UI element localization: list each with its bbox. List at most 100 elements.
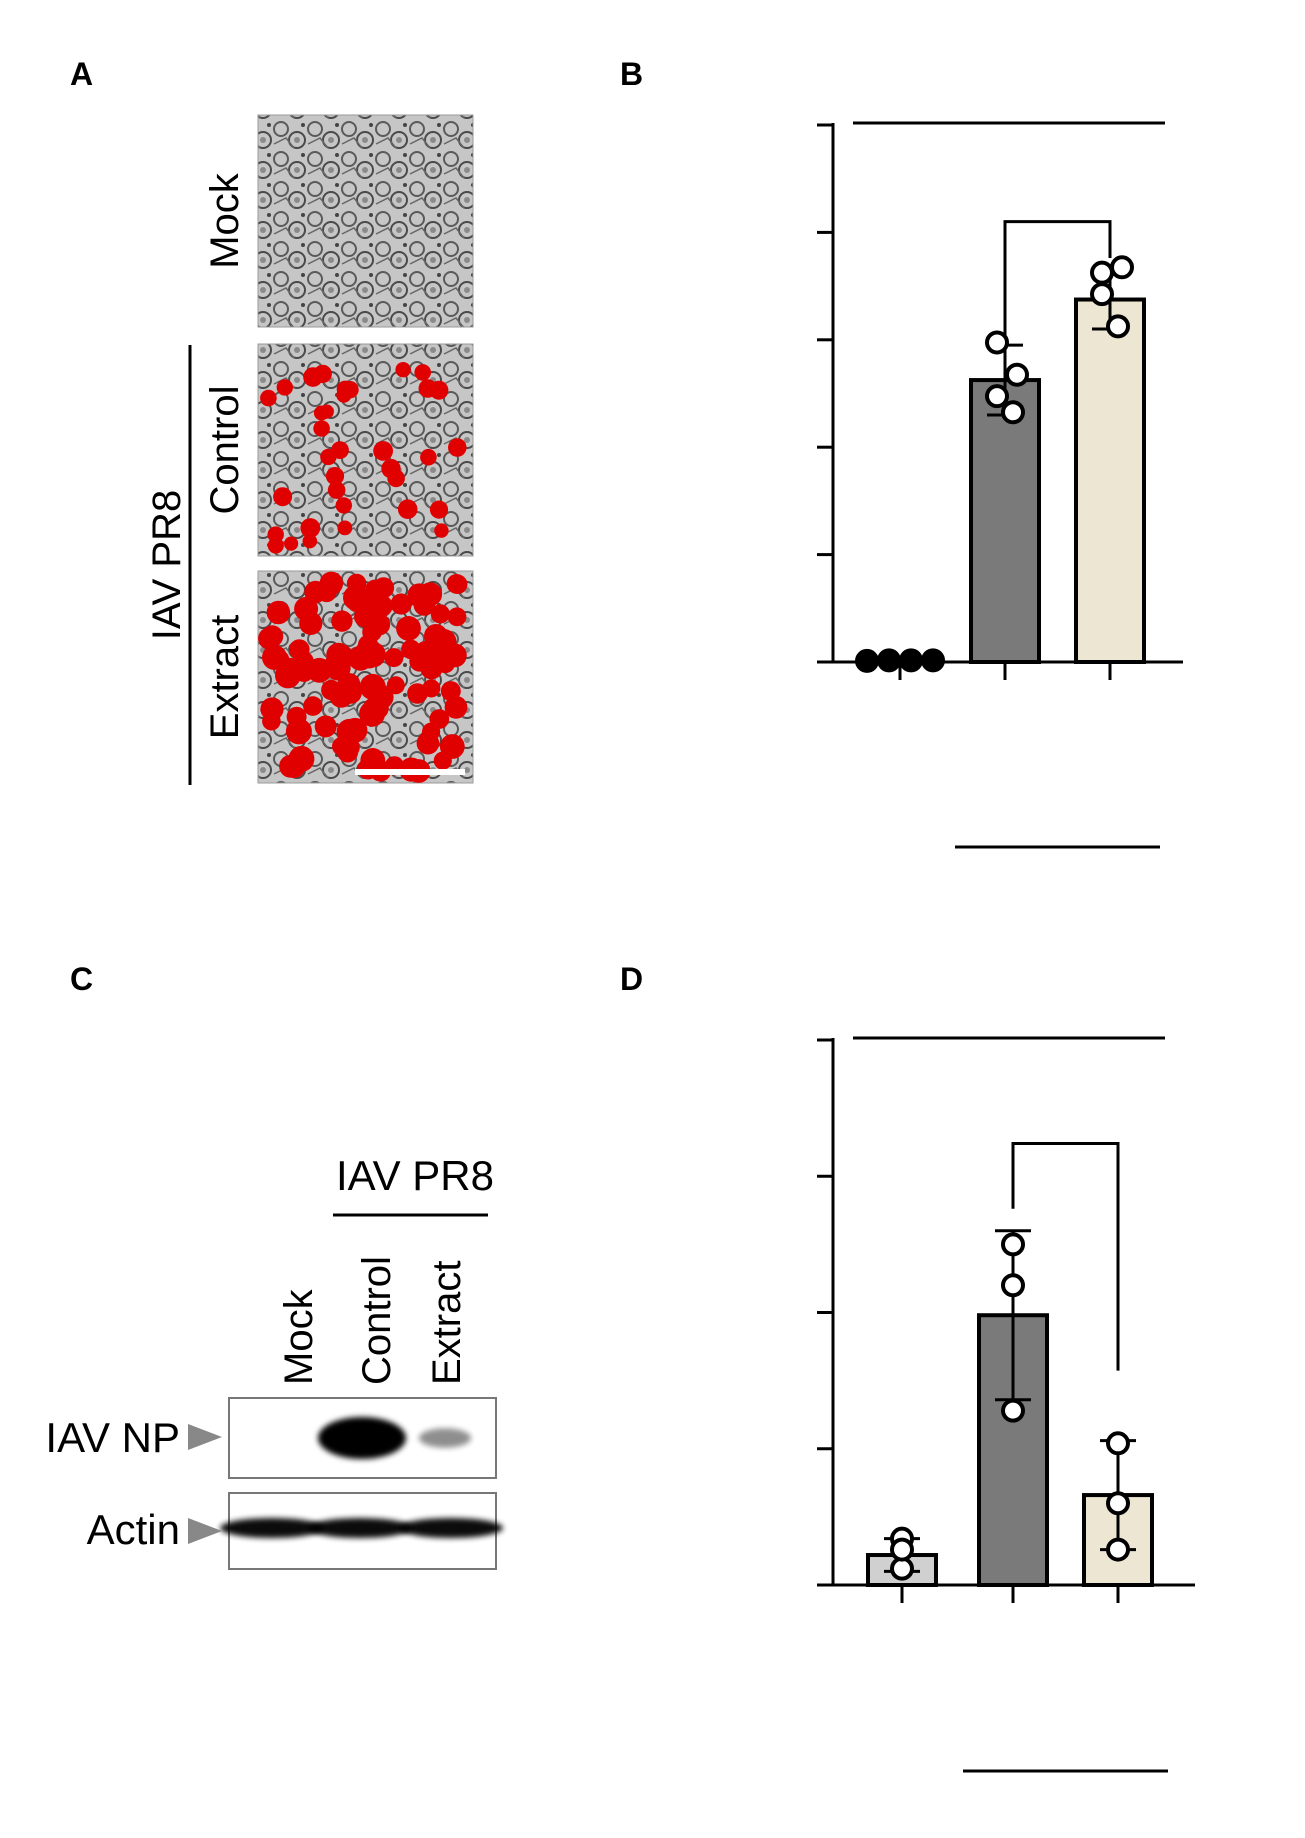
lane-label-control: Control [355, 1256, 399, 1385]
dead-cell-marker [420, 448, 437, 466]
dead-cells-control [260, 362, 467, 554]
bar-control [969, 378, 1041, 664]
micrograph-control [257, 343, 474, 557]
data-point [899, 648, 923, 673]
data-point [890, 1537, 914, 1562]
dead-cell-marker [373, 577, 395, 599]
micrograph-extract [257, 570, 474, 784]
dead-cell-marker [320, 448, 337, 466]
dead-cell-marker [314, 715, 337, 738]
data-point [1001, 1273, 1025, 1298]
chart-relative-intensity [817, 1036, 1195, 1773]
dead-cell-marker [418, 379, 438, 398]
dead-cell-marker [303, 696, 323, 716]
panel-c: C IAV PR8 Mock Control Extract IAV NP Ac… [45, 961, 503, 1570]
band-arrow-actin-icon [188, 1518, 222, 1544]
bar-extract [1074, 297, 1146, 664]
dead-cell-marker [390, 593, 412, 615]
dead-cell-marker [285, 718, 312, 745]
dead-cell-marker [325, 655, 351, 681]
row-label-extract: Extract [203, 615, 247, 739]
group-label-a: IAV PR8 [145, 490, 189, 640]
data-point [1005, 362, 1029, 387]
dead-cell-marker [313, 364, 332, 384]
data-point [1001, 400, 1025, 425]
dead-cell-marker [327, 481, 346, 499]
row-label-control: Control [203, 386, 247, 515]
dead-cell-marker [386, 676, 405, 695]
dead-cell-marker [444, 695, 468, 719]
panel-d-letter: D [620, 961, 643, 997]
dead-cell-marker [284, 536, 299, 551]
data-point [921, 648, 945, 673]
panel-b-letter: B [620, 56, 643, 92]
dead-cell-marker [302, 533, 318, 549]
band-arrow-np-icon [188, 1424, 222, 1450]
data-point [1110, 255, 1134, 280]
data-point [985, 384, 1009, 409]
dead-cell-marker [422, 679, 441, 698]
actin-band [308, 1518, 412, 1538]
significance-bracket [1003, 220, 1112, 336]
data-point [1106, 1431, 1130, 1456]
dead-cell-marker [331, 610, 353, 632]
dead-cell-marker [266, 600, 291, 625]
dead-cell-marker [429, 709, 450, 729]
panel-a: A Mock Control Extract IAV PR8 [70, 56, 474, 785]
data-point [1106, 1491, 1130, 1516]
dead-cell-marker [335, 497, 352, 514]
dead-cell-marker [416, 731, 440, 755]
dead-cell-marker [262, 644, 287, 670]
dead-cell-marker [261, 625, 284, 648]
data-point [1106, 1537, 1130, 1562]
actin-band [399, 1518, 503, 1538]
dead-cell-marker [440, 681, 461, 702]
data-point [985, 330, 1009, 355]
data-point [855, 648, 879, 673]
dead-cell-marker [413, 594, 435, 616]
dead-cell-marker [336, 387, 352, 403]
lane-label-mock: Mock [277, 1288, 321, 1385]
chart-cell-death [817, 121, 1183, 849]
dead-cell-marker [446, 574, 467, 594]
dead-cell-marker [337, 520, 353, 536]
dead-cell-marker [267, 526, 284, 543]
dead-cell-marker [357, 758, 379, 780]
lane-label-extract: Extract [425, 1261, 469, 1385]
dead-cell-marker [316, 581, 337, 603]
dead-cell-marker [299, 611, 323, 636]
dead-cell-marker [384, 648, 404, 668]
dead-cell-marker [429, 500, 449, 519]
dead-cell-marker [336, 718, 363, 745]
dead-cell-marker [409, 651, 430, 672]
np-band [318, 1417, 406, 1459]
panel-d: D [620, 961, 1195, 1773]
dead-cell-marker [387, 469, 405, 488]
panel-c-letter: C [70, 961, 93, 997]
data-point [1001, 1232, 1025, 1257]
dead-cell-marker [447, 607, 467, 627]
micrograph-mock [257, 114, 474, 328]
dead-cell-marker [434, 523, 449, 538]
dead-cell-marker [273, 487, 293, 507]
data-point [890, 1556, 914, 1581]
dead-cell-marker [359, 700, 386, 727]
dead-cell-marker [325, 467, 345, 486]
actin-band [220, 1518, 324, 1538]
significance-bracket [1011, 1142, 1120, 1371]
group-label-c: IAV PR8 [336, 1152, 494, 1199]
dead-cell-marker [360, 641, 386, 668]
dead-cell-marker [414, 364, 432, 381]
dead-cell-marker [424, 624, 448, 648]
dead-cell-marker [352, 591, 375, 614]
dead-cell-marker [373, 441, 393, 461]
np-bands [318, 1417, 471, 1459]
dead-cell-marker [339, 681, 362, 704]
data-point [1090, 260, 1114, 285]
dead-cell-marker [313, 420, 330, 437]
data-point [1106, 314, 1130, 339]
dead-cell-marker [279, 754, 302, 778]
row-label-mock: Mock [203, 172, 247, 269]
dead-cell-marker [396, 616, 421, 641]
